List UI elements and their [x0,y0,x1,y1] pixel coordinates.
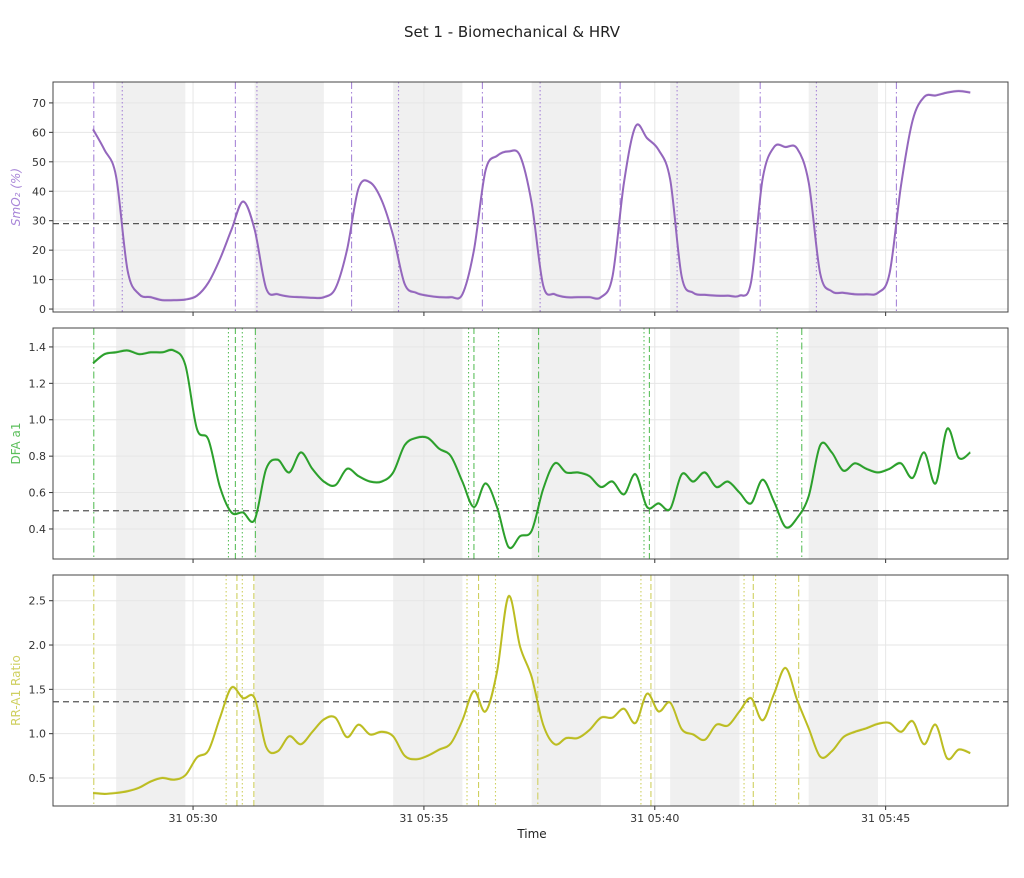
y-tick-label: 20 [32,244,46,257]
panel-1: 0 10 20 30 40 50 60 70 SmO₂ (%) [9,81,1009,316]
x-tick-label: 31 05:40 [630,812,679,825]
series-line [92,595,971,795]
series-line [92,348,971,550]
x-axis-label: Time [516,827,546,841]
shaded-interval [531,575,601,806]
y-tick-label: 70 [32,97,46,110]
x-tick-label: 31 05:35 [399,812,448,825]
y-tick-label: 30 [32,215,46,228]
panel-2: 0.4 0.6 0.8 1.0 1.2 1.4 DFA a1 [9,327,1009,563]
shaded-interval [670,328,740,559]
shaded-interval [254,328,324,559]
y-tick-label: 0.6 [29,487,47,500]
axes-frame [52,81,1009,313]
y-tick-label: 50 [32,156,46,169]
shaded-interval [393,575,463,806]
y-tick-label: 1.2 [29,377,47,390]
y-tick-label: 0 [39,303,46,316]
y-tick-label: 2.5 [29,595,47,608]
shaded-interval [531,328,601,559]
shaded-interval [808,328,878,559]
series-line [92,90,971,302]
y-tick-label: 1.5 [29,683,47,696]
y-tick-label: 10 [32,274,46,287]
shaded-interval [808,82,878,312]
shaded-interval [393,328,463,559]
y-tick-label: 2.0 [29,639,47,652]
axes-frame [52,327,1009,560]
x-tick-label: 31 05:30 [168,812,217,825]
shaded-interval [670,82,740,312]
y-tick-label: 1.0 [29,414,47,427]
shaded-interval [531,82,601,312]
y-tick-label: 1.4 [29,341,47,354]
y-tick-label: 0.8 [29,450,47,463]
x-tick-label: 31 05:45 [861,812,910,825]
y-tick-label: 40 [32,185,46,198]
y-tick-label: 60 [32,126,46,139]
axes-frame [52,574,1009,807]
chart-title: Set 1 - Biomechanical & HRV [404,23,621,41]
shaded-interval [116,82,186,312]
shaded-interval [808,575,878,806]
y-axis-label: RR-A1 Ratio [9,655,23,726]
panel-3: 0.5 1.0 1.5 2.0 2.5 31 05:30 31 05:35 31 05:40 3… [9,574,1009,825]
shaded-interval [393,82,463,312]
y-tick-label: 0.5 [29,772,47,785]
y-axis-label: DFA a1 [9,422,23,464]
y-axis-label: SmO₂ (%) [9,168,23,226]
shaded-interval [670,575,740,806]
y-tick-label: 0.4 [29,523,47,536]
y-tick-label: 1.0 [29,728,47,741]
shaded-interval [254,575,324,806]
shaded-interval [116,328,186,559]
shaded-interval [116,575,186,806]
shaded-interval [254,82,324,312]
